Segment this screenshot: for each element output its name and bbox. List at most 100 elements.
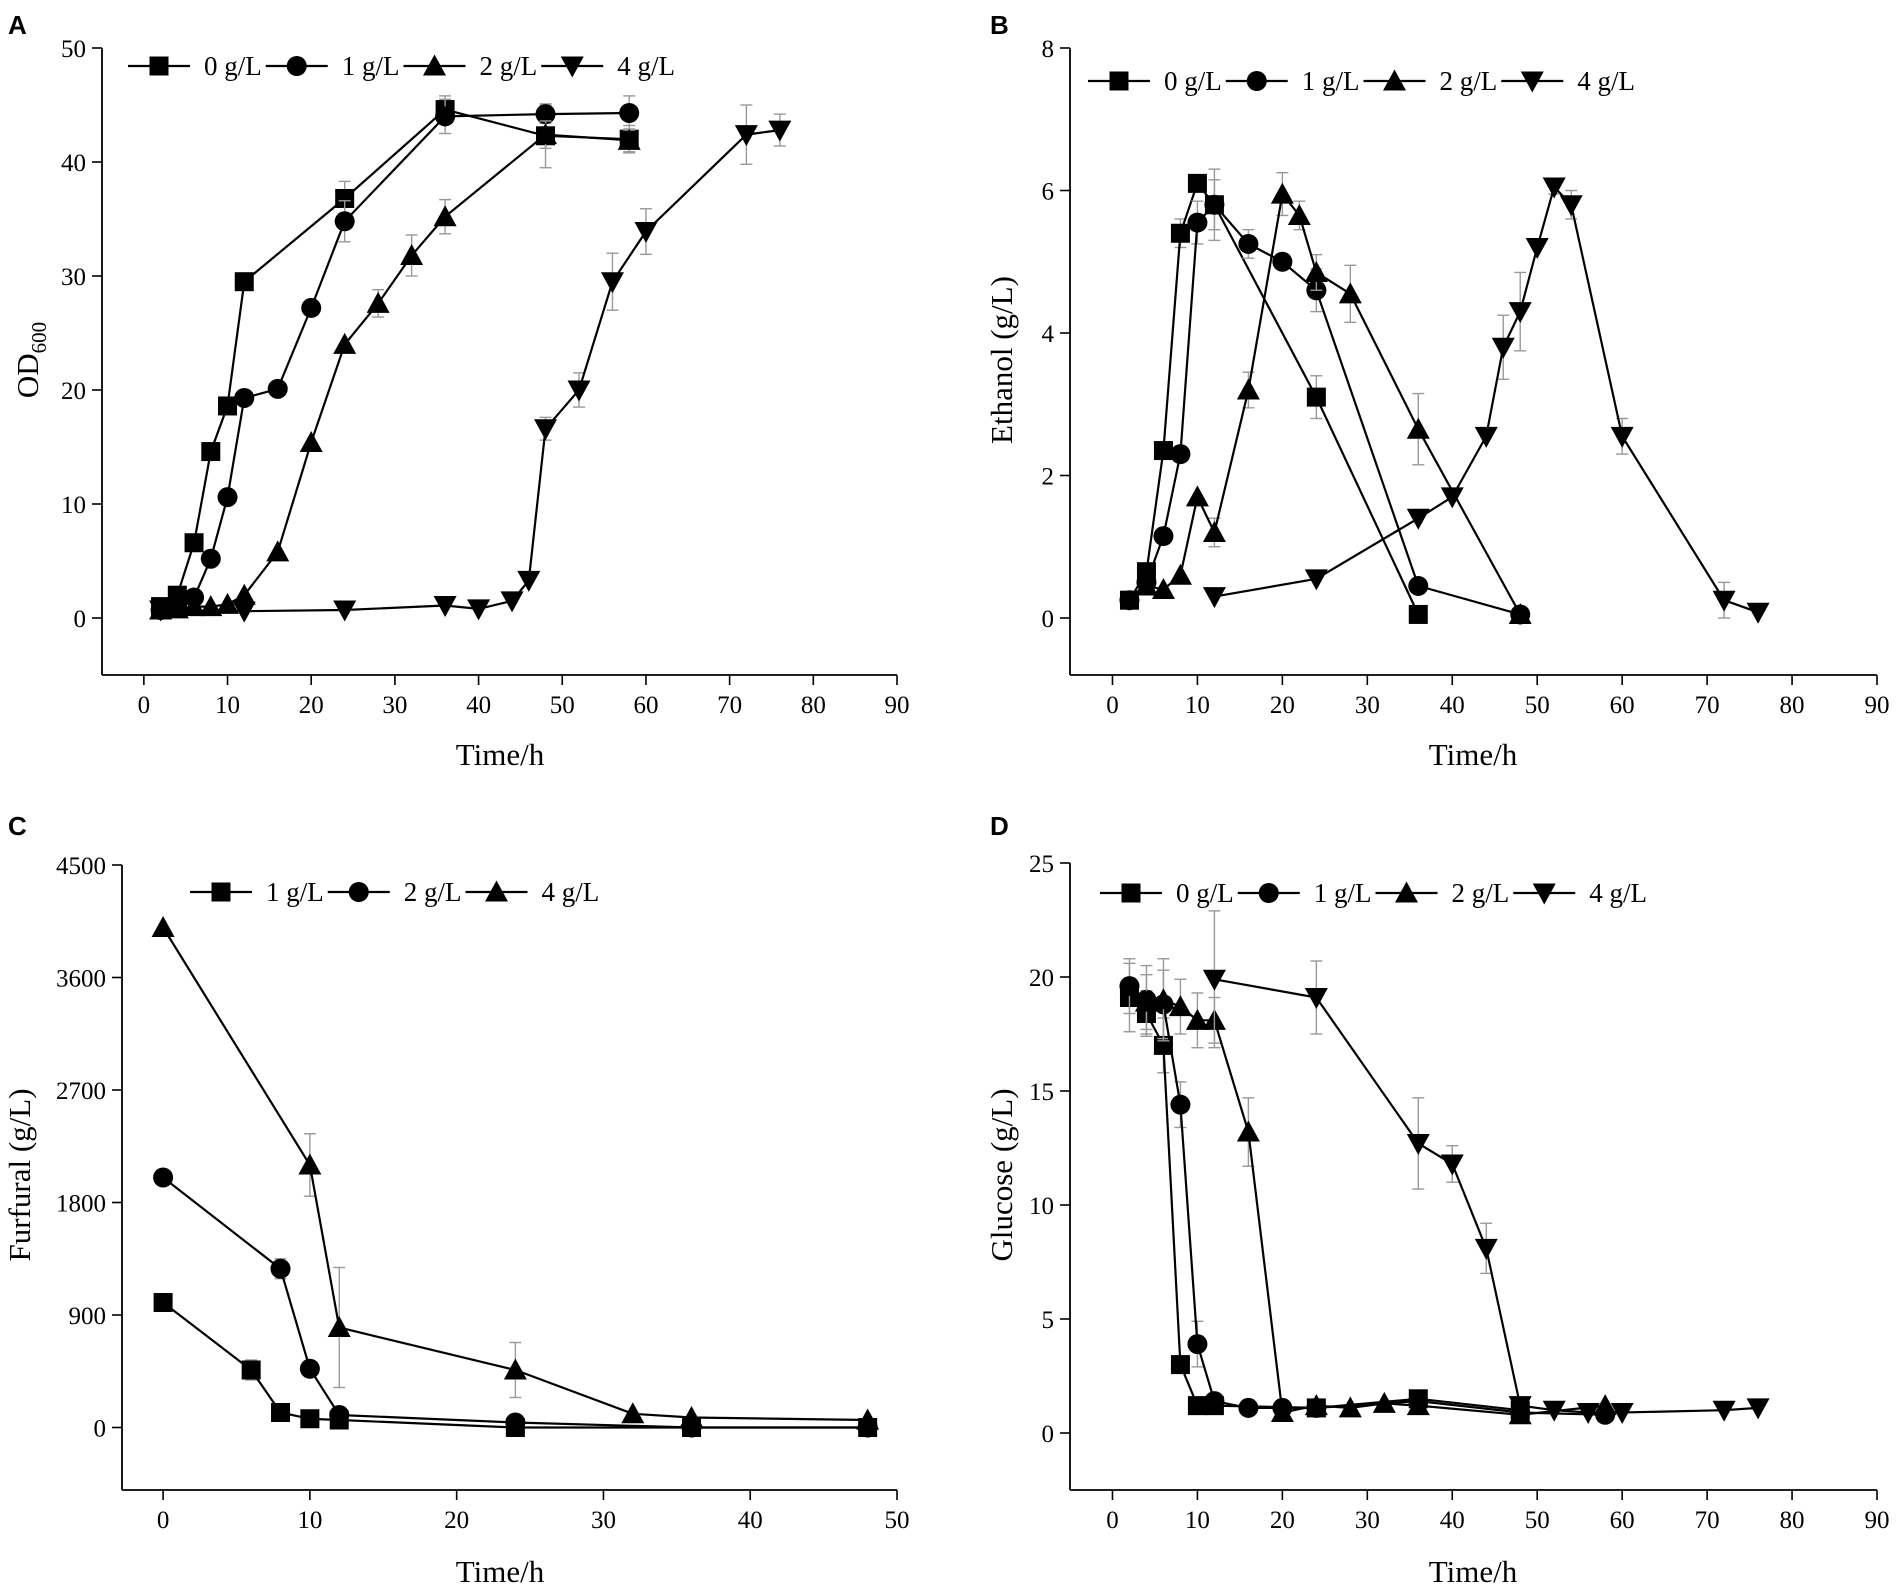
panel-b-data-point	[1187, 173, 1207, 193]
panel-d-data-point	[1238, 1397, 1259, 1418]
panel-c-data-point	[153, 1293, 173, 1312]
panel-c-x-axis-title: Time/h	[456, 1554, 545, 1589]
panel-a-data-point	[433, 205, 457, 227]
panel-d-data-point	[1170, 1094, 1191, 1115]
panel-b-legend-item: 2 g/L	[1363, 66, 1497, 96]
panel-c-data-point	[153, 1167, 174, 1188]
panel-a-data-point	[567, 380, 591, 402]
panel-d-x-tick-label: 50	[1525, 1507, 1550, 1534]
panel-c-data-point	[327, 1316, 351, 1337]
panel-a-legend-label: 1 g/L	[342, 51, 400, 81]
panel-d-x-tick-label: 10	[1185, 1507, 1210, 1534]
panel-a-data-point	[534, 419, 558, 441]
panel-c: C Time/h Furfural (g/L) 0 10 20 30 40 50 0 900 1…	[2, 811, 910, 1589]
panel-c-data-point	[241, 1360, 261, 1380]
panel-d-letter: D	[990, 811, 1009, 841]
panel-b-data-point	[1170, 444, 1191, 465]
panel-d-data-point	[1204, 1391, 1225, 1412]
panel-a-data-point	[366, 291, 390, 313]
panel-b-data-point	[1153, 526, 1174, 547]
panel-d-data-point	[1185, 1008, 1209, 1030]
panel-a-legend-item: 0 g/L	[128, 51, 262, 81]
panel-b-y-tick-label: 2	[1042, 464, 1055, 491]
panel-b-data-point	[1238, 233, 1259, 254]
panel-a-x-tick-label: 60	[633, 692, 658, 719]
panel-a-x-axis-title: Time/h	[456, 737, 545, 772]
panel-c-data-point	[270, 1258, 291, 1279]
panel-a-x-tick-label: 40	[466, 692, 491, 719]
panel-b-data-point	[1474, 426, 1498, 448]
panel-b-y-tick-label: 4	[1042, 321, 1055, 348]
panel-b-data-point	[1153, 441, 1173, 461]
panel-b-y-tick-label: 8	[1042, 36, 1055, 63]
panel-a-legend-marker	[560, 56, 584, 78]
panel-a-legend-label: 0 g/L	[204, 51, 262, 81]
panel-b-data-point	[1508, 302, 1532, 324]
panel-b-series-line	[1128, 181, 1420, 615]
panel-d-legend-label: 2 g/L	[1452, 878, 1510, 908]
panel-b-x-tick-label: 40	[1440, 692, 1465, 719]
panel-b-data-point	[1610, 426, 1634, 448]
panel-c-data-point	[329, 1405, 350, 1425]
panel-c-y-tick-label: 2700	[56, 1078, 106, 1105]
panel-a-y-axis-title-main: OD	[10, 353, 45, 398]
panel-a-plot-area	[149, 95, 792, 623]
panel-a-data-point	[435, 106, 456, 127]
panel-a-data-point	[234, 387, 255, 408]
panel-b-series-line	[1128, 203, 1521, 616]
panel-d-legend-label: 1 g/L	[1314, 878, 1372, 908]
panel-b-x-tick-label: 10	[1185, 692, 1210, 719]
panel-d-data-point	[1746, 1398, 1770, 1420]
panel-b-data-point	[1338, 282, 1362, 304]
panel-d-data-point	[1610, 1402, 1634, 1424]
panel-d-data-point	[1304, 988, 1328, 1010]
panel-c-plot-area	[151, 916, 880, 1438]
panel-b-x-tick-label: 0	[1106, 692, 1119, 719]
panel-a-x-tick-label: 80	[801, 692, 826, 719]
panel-b-data-point	[1168, 563, 1192, 585]
panel-c-y-tick-label: 900	[69, 1303, 107, 1330]
panel-b-data-point	[1440, 487, 1464, 509]
panel-c-x-tick-label: 30	[591, 1507, 616, 1534]
panel-d-data-point	[1119, 976, 1140, 997]
panel-b-data-point	[1119, 590, 1140, 611]
panel-a-y-tick-label: 0	[74, 606, 87, 633]
panel-d-legend-label: 0 g/L	[1176, 878, 1234, 908]
panel-c-data-point	[856, 1408, 880, 1430]
panel-c-y-tick-label: 4500	[56, 853, 106, 880]
panel-a-legend-item: 4 g/L	[541, 51, 675, 81]
panel-b-data-point	[1187, 212, 1208, 233]
panel-d-x-tick-label: 40	[1440, 1507, 1465, 1534]
panel-a-data-point	[334, 211, 355, 232]
panel-a-data-point	[165, 597, 189, 619]
panel-a-x-tick-label: 30	[382, 692, 407, 719]
panel-a-x-tick-label: 70	[717, 692, 742, 719]
panel-d-data-point	[1542, 1400, 1566, 1422]
panel-c-data-point	[680, 1406, 704, 1427]
panel-c-data-point	[503, 1358, 527, 1380]
panel-a-x-tick-label: 10	[215, 692, 240, 719]
panel-b-x-tick-label: 60	[1610, 692, 1635, 719]
panel-a-y-tick-label: 50	[61, 36, 86, 63]
panel-c-x-tick-label: 10	[297, 1507, 322, 1534]
panel-b-legend-marker	[1246, 71, 1267, 91]
panel-c-legend-marker	[485, 880, 508, 902]
panel-a-data-point	[333, 332, 357, 354]
panel-d-legend-label: 4 g/L	[1589, 878, 1647, 908]
panel-b-x-tick-label: 50	[1525, 692, 1550, 719]
panel-a-legend-marker	[286, 56, 307, 76]
panel-a-data-point	[234, 272, 254, 292]
panel-a-series-line	[160, 129, 780, 613]
panel-c-legend-label: 4 g/L	[542, 877, 600, 907]
panel-c-data-point	[299, 1358, 320, 1379]
panel-a-data-point	[433, 595, 457, 617]
panel-b-data-point	[1204, 194, 1225, 215]
panel-b-data-point	[1202, 521, 1226, 542]
panel-a-legend-label: 2 g/L	[480, 51, 538, 81]
panel-a-data-point	[200, 548, 221, 569]
panel-a-series-line	[160, 133, 630, 612]
panel-d-legend-marker	[1121, 883, 1141, 903]
panel-a-legend: 0 g/L 1 g/L 2 g/L 4 g/L	[128, 51, 675, 81]
panel-d-series-line	[1146, 998, 1606, 1416]
